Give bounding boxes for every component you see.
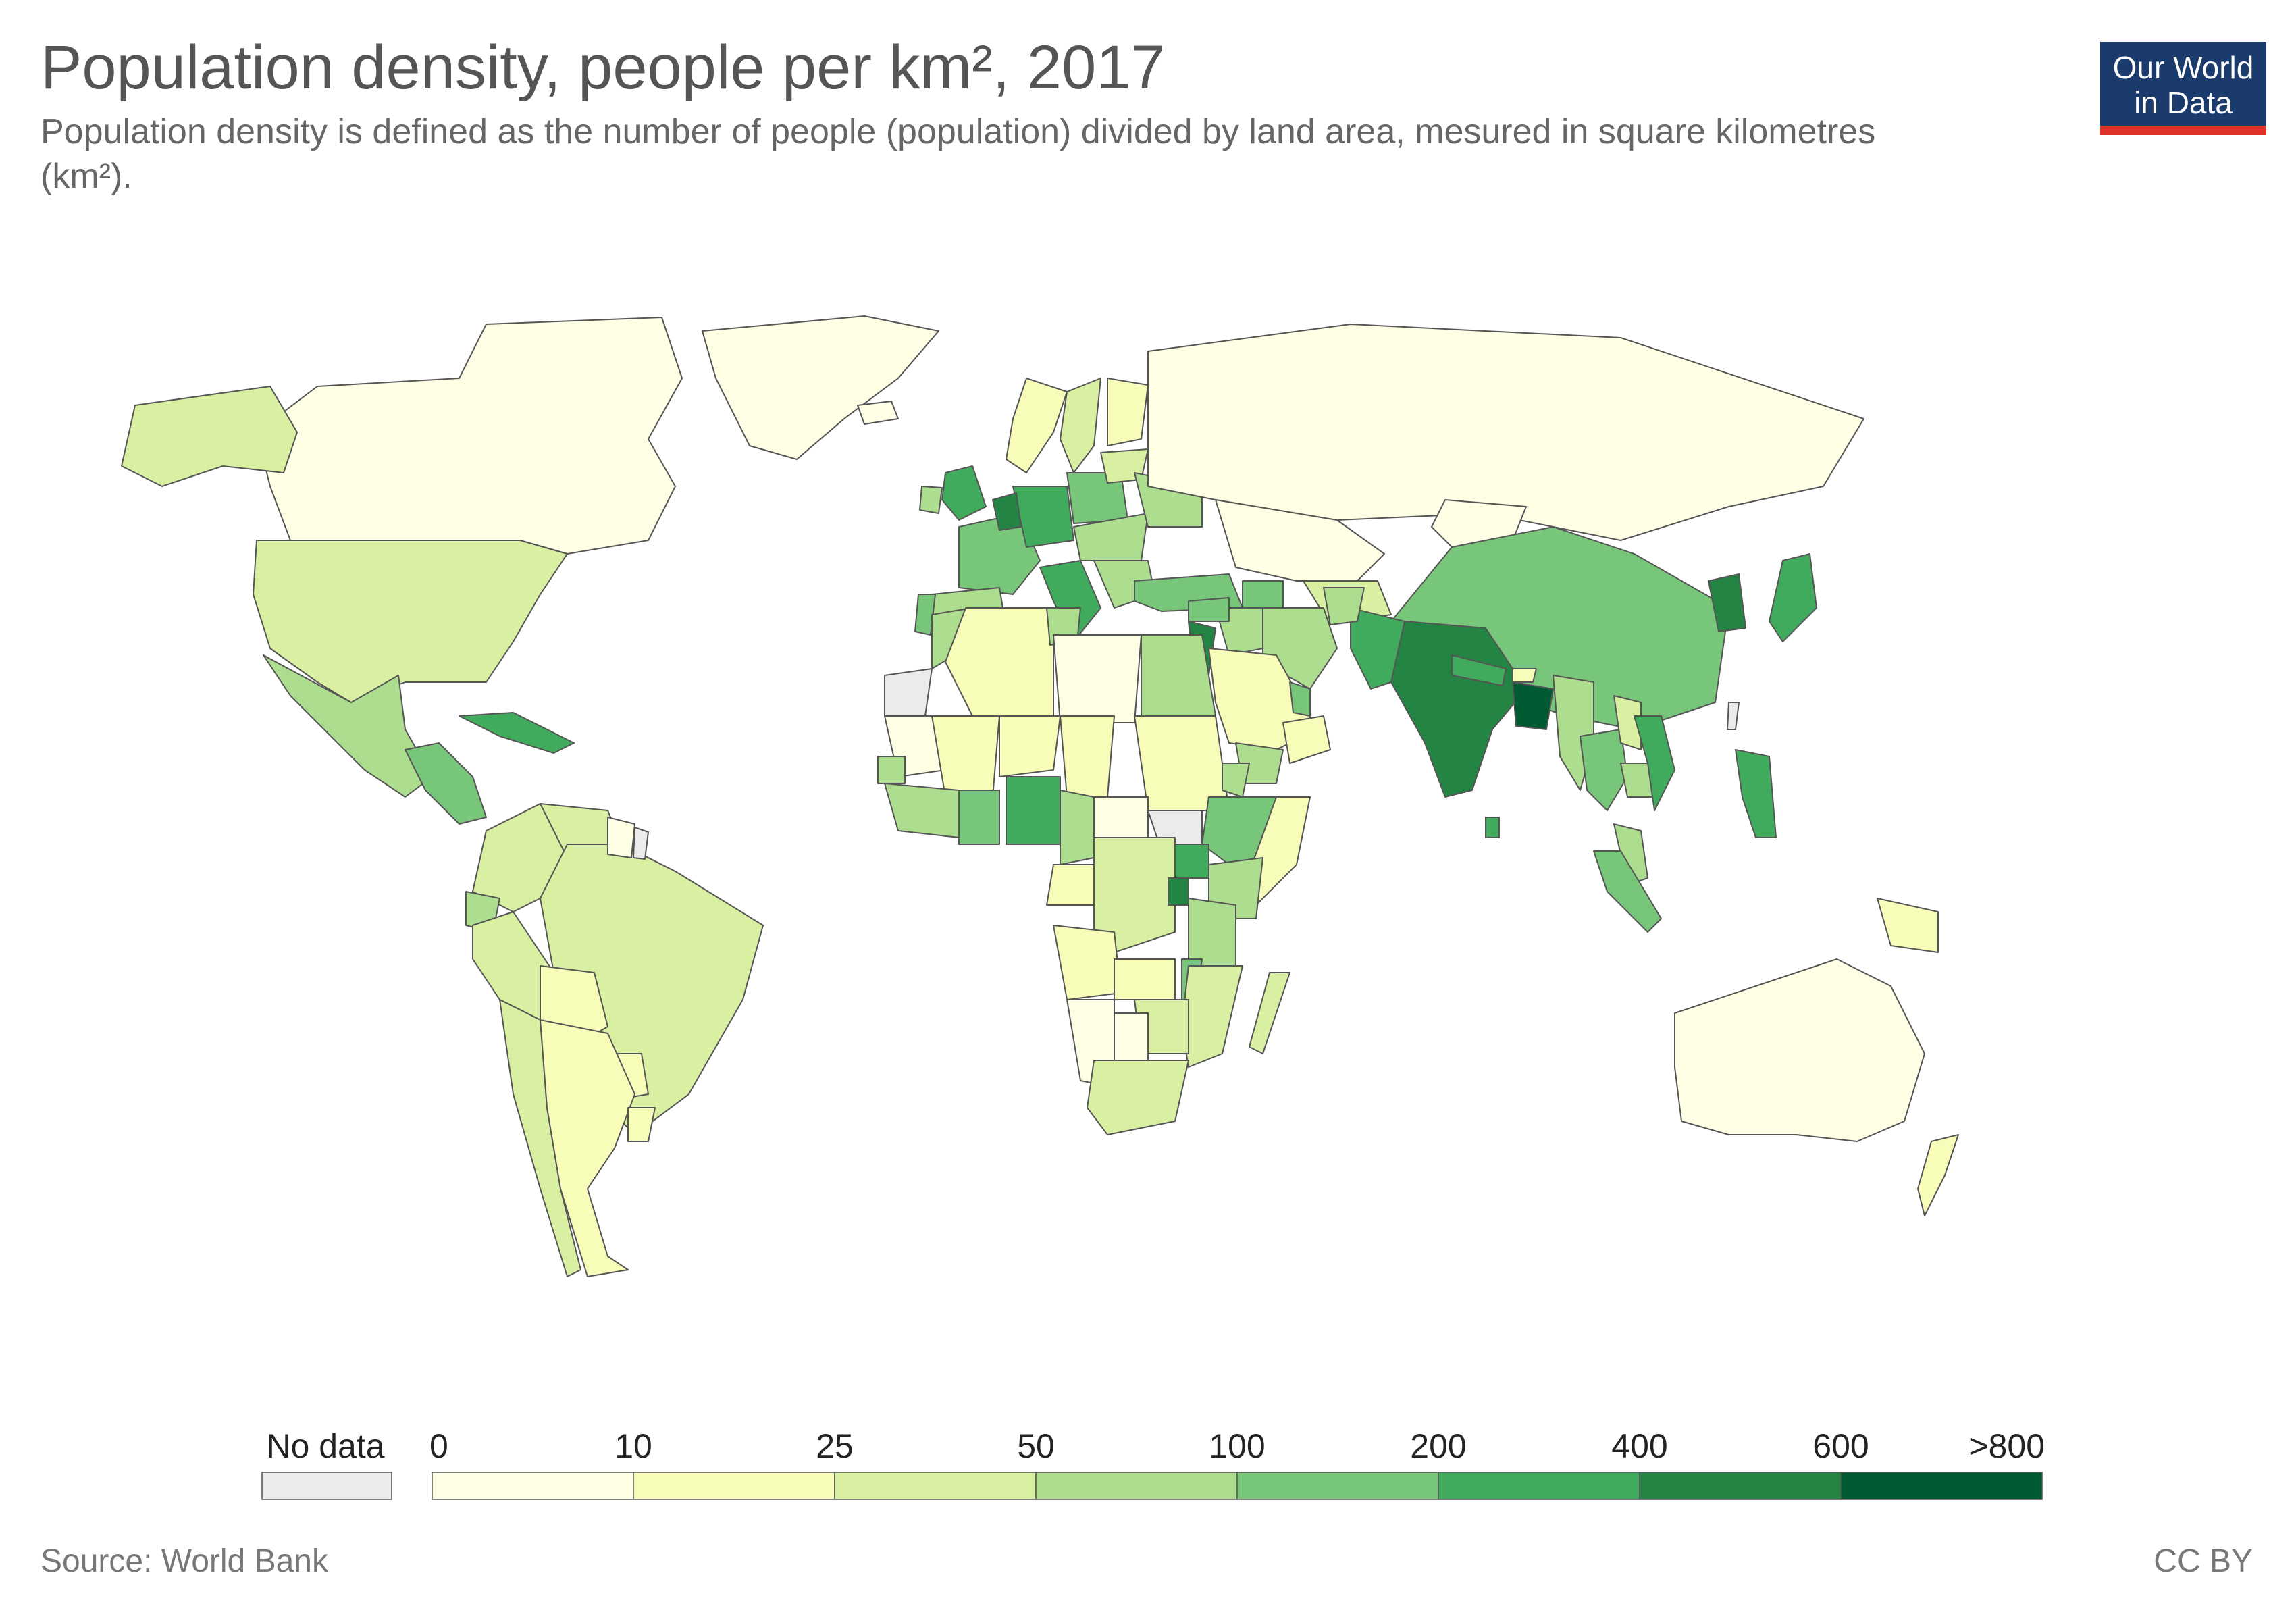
- legend-no-data-swatch: [261, 1472, 392, 1500]
- region-ghana-togo-benin[interactable]: [958, 790, 1000, 845]
- region-french-guiana[interactable]: [633, 827, 649, 860]
- region-australia[interactable]: [1674, 958, 1925, 1142]
- legend-ticks: 0 10 25 50 100 200 400 600 >800: [429, 1427, 2045, 1465]
- region-japan[interactable]: [1769, 553, 1817, 642]
- legend-tick-label: 200: [1410, 1427, 1466, 1465]
- region-pakistan[interactable]: [1350, 607, 1405, 690]
- region-iceland[interactable]: [857, 401, 899, 425]
- legend-bin-1[interactable]: [633, 1472, 835, 1500]
- region-uganda[interactable]: [1174, 844, 1209, 879]
- license-link[interactable]: CC BY: [2154, 1543, 2253, 1579]
- region-ireland[interactable]: [919, 486, 943, 514]
- region-united-states[interactable]: [253, 540, 568, 703]
- region-madagascar[interactable]: [1249, 972, 1290, 1054]
- region-thailand[interactable]: [1580, 729, 1628, 811]
- region-united-kingdom[interactable]: [941, 465, 987, 521]
- region-benelux[interactable]: [992, 492, 1022, 531]
- region-finland[interactable]: [1107, 378, 1149, 446]
- region-bangladesh[interactable]: [1512, 681, 1554, 730]
- region-central-america[interactable]: [405, 742, 487, 825]
- region-south-africa[interactable]: [1087, 1060, 1189, 1135]
- legend-tick-label: 50: [1017, 1427, 1055, 1465]
- region-portugal[interactable]: [914, 594, 936, 636]
- region-bhutan[interactable]: [1512, 668, 1537, 683]
- map-title: Population density, people per km², 2017: [41, 33, 1166, 102]
- region-uruguay[interactable]: [627, 1107, 656, 1142]
- region-korea[interactable]: [1708, 573, 1746, 632]
- legend-tick-label: 10: [615, 1427, 652, 1465]
- region-dr-congo[interactable]: [1093, 837, 1176, 960]
- region-alaska-united-states[interactable]: [121, 386, 298, 487]
- region-italy[interactable]: [1039, 560, 1101, 642]
- logo-line-2: in Data: [2134, 85, 2233, 120]
- region-syria[interactable]: [1188, 597, 1230, 622]
- legend-tick-label: 400: [1611, 1427, 1667, 1465]
- region-taiwan[interactable]: [1727, 702, 1740, 730]
- legend-bins: [432, 1472, 2043, 1500]
- region-indonesia[interactable]: [1593, 850, 1662, 933]
- region-guyana-and-suriname[interactable]: [607, 817, 635, 858]
- region-caribbean[interactable]: [459, 712, 575, 754]
- region-niger[interactable]: [999, 715, 1061, 777]
- region-papua-new-guinea[interactable]: [1877, 898, 1939, 953]
- region-laos[interactable]: [1613, 695, 1642, 750]
- region-mexico[interactable]: [263, 654, 433, 798]
- legend-bin-2[interactable]: [834, 1472, 1037, 1500]
- region-sri-lanka[interactable]: [1485, 817, 1500, 838]
- region-vietnam[interactable]: [1634, 715, 1675, 811]
- logo-line-1: Our World: [2112, 50, 2254, 85]
- legend-bin-6[interactable]: [1639, 1472, 1842, 1500]
- legend-bin-7[interactable]: [1840, 1472, 2043, 1500]
- legend-bin-0[interactable]: [432, 1472, 634, 1500]
- logo-accent-bar: [2100, 126, 2266, 135]
- legend-no-data-label: No data: [266, 1427, 384, 1465]
- region-new-zealand[interactable]: [1917, 1134, 1959, 1216]
- region-afghanistan[interactable]: [1323, 587, 1365, 625]
- map-subtitle: Population density is defined as the num…: [41, 112, 1876, 196]
- region-russia[interactable]: [1147, 324, 1864, 541]
- legend-tick-label: 25: [816, 1427, 854, 1465]
- legend-bin-4[interactable]: [1236, 1472, 1439, 1500]
- legend-tick-label: 100: [1209, 1427, 1265, 1465]
- legend-tick-label: >800: [1968, 1427, 2045, 1465]
- legend-tick-label: 0: [429, 1427, 448, 1465]
- region-philippines[interactable]: [1735, 749, 1777, 838]
- region-germany[interactable]: [1012, 486, 1074, 548]
- region-sweden[interactable]: [1060, 378, 1101, 473]
- legend-tick-label: 600: [1812, 1427, 1869, 1465]
- legend-bin-5[interactable]: [1438, 1472, 1640, 1500]
- region-libya[interactable]: [1053, 634, 1142, 723]
- region-oman[interactable]: [1282, 715, 1331, 764]
- legend-bin-3[interactable]: [1035, 1472, 1238, 1500]
- region-argentina[interactable]: [540, 1019, 635, 1277]
- region-greenland[interactable]: [702, 315, 939, 460]
- region-senegal-and-gambia[interactable]: [877, 756, 906, 784]
- region-gulf-states[interactable]: [1289, 681, 1311, 717]
- source-note: Source: World Bank: [41, 1543, 328, 1579]
- map-regions: [121, 315, 1959, 1277]
- owid-logo[interactable]: Our World in Data: [2100, 42, 2266, 135]
- region-nepal[interactable]: [1451, 654, 1507, 686]
